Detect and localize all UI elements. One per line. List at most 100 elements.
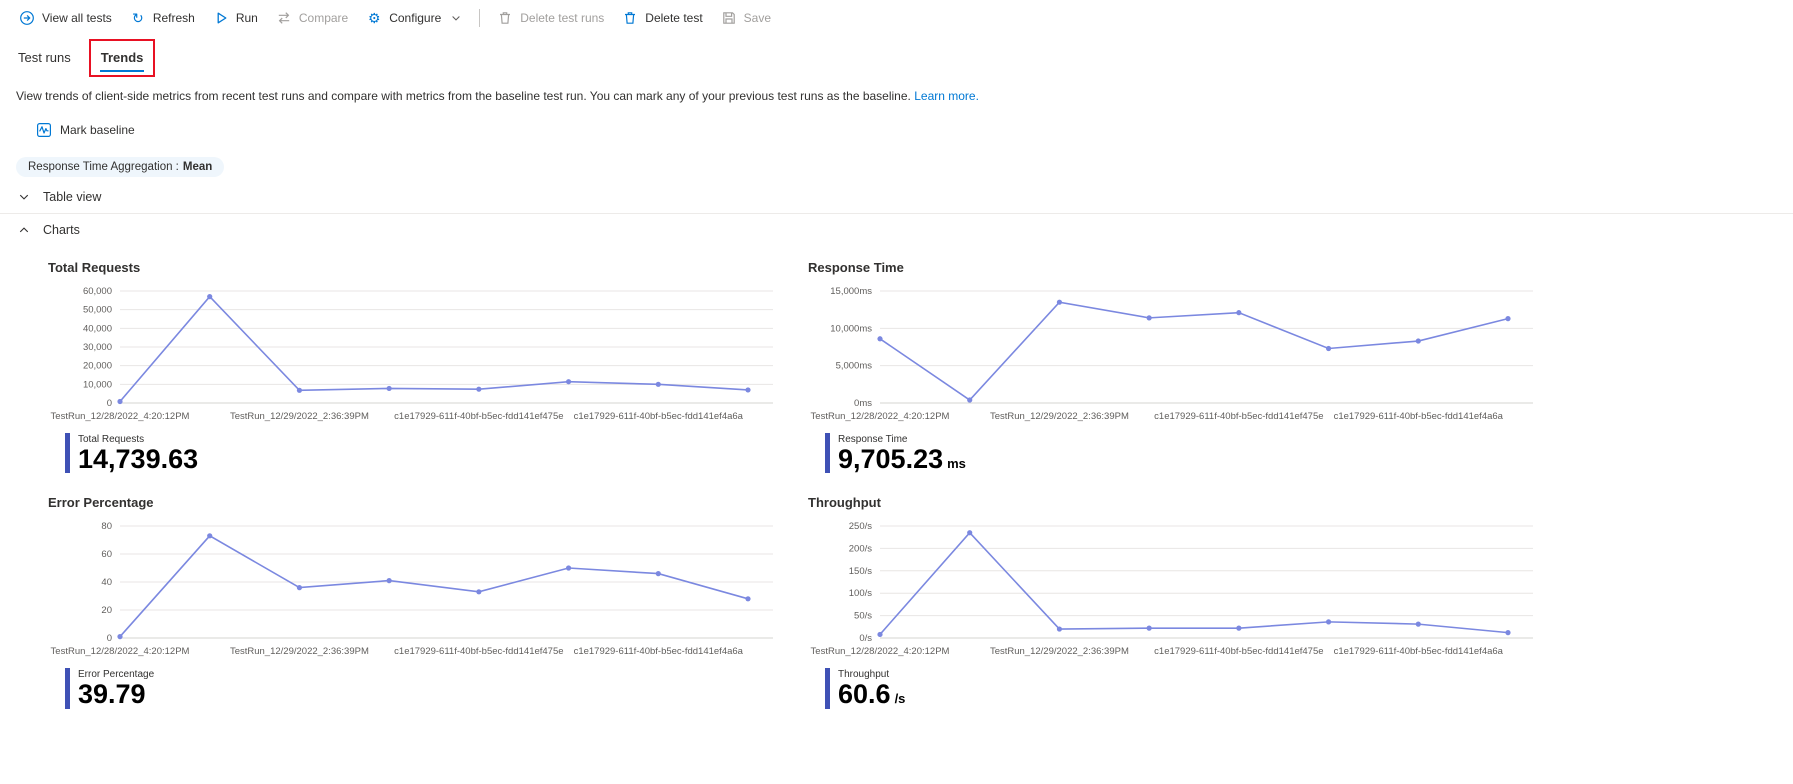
save-button[interactable]: Save	[712, 5, 780, 31]
svg-text:50,000: 50,000	[83, 305, 112, 316]
compare-button[interactable]: Compare	[267, 5, 357, 31]
throughput-stat: Throughput 60.6/s	[825, 668, 1535, 710]
svg-text:0ms: 0ms	[854, 398, 872, 409]
chart-card-total-requests: Total Requests 60,000 50,000 40,000 30,000 2…	[45, 248, 775, 481]
throughput-line-chart: 250/s 200/s 150/s 100/s 50/s 0/s TestRun_12/28…	[811, 521, 1533, 657]
svg-text:TestRun_12/29/2022_2:36:39PM: TestRun_12/29/2022_2:36:39PM	[230, 411, 369, 422]
save-label: Save	[743, 11, 772, 25]
svg-text:60,000: 60,000	[83, 286, 112, 297]
total-requests-stat: Total Requests 14,739.63	[65, 433, 775, 474]
filter-row: Response Time Aggregation : Mean	[0, 143, 1793, 181]
chevron-up-icon	[18, 224, 30, 236]
trends-annotation-box: Trends	[88, 39, 156, 77]
svg-text:c1e17929-611f-40bf-b5ec-fdd141: c1e17929-611f-40bf-b5ec-fdd141ef475e	[1154, 411, 1323, 422]
tab-test-runs[interactable]: Test runs	[18, 50, 71, 65]
chart-title: Error Percentage	[48, 495, 154, 511]
svg-text:TestRun_12/28/2022_4:20:12PM: TestRun_12/28/2022_4:20:12PM	[51, 646, 190, 657]
svg-text:TestRun_12/29/2022_2:36:39PM: TestRun_12/29/2022_2:36:39PM	[230, 646, 369, 657]
stat-value: 39.79	[78, 679, 146, 710]
response-time-stat: Response Time 9,705.23 ms	[825, 433, 1535, 474]
svg-text:5,000ms: 5,000ms	[836, 361, 873, 372]
svg-text:0: 0	[107, 398, 112, 409]
svg-text:15,000ms: 15,000ms	[830, 286, 872, 297]
refresh-button[interactable]: ↻ Refresh	[121, 5, 204, 31]
chip-label: Response Time Aggregation :	[28, 161, 179, 173]
tab-trends[interactable]: Trends	[91, 41, 154, 75]
total-requests-line-chart: 60,000 50,000 40,000 30,000 20,000 10,000 0 Tes…	[51, 286, 773, 422]
svg-text:c1e17929-611f-40bf-b5ec-fdd141: c1e17929-611f-40bf-b5ec-fdd141ef475e	[1154, 646, 1323, 657]
svg-text:TestRun_12/28/2022_4:20:12PM: TestRun_12/28/2022_4:20:12PM	[811, 646, 950, 657]
run-button[interactable]: Run	[204, 5, 267, 31]
svg-text:TestRun_12/28/2022_4:20:12PM: TestRun_12/28/2022_4:20:12PM	[51, 411, 190, 422]
compare-icon	[276, 10, 292, 26]
run-icon	[213, 10, 229, 26]
svg-text:40: 40	[101, 577, 112, 588]
svg-text:30,000: 30,000	[83, 342, 112, 353]
stat-accent-bar	[65, 668, 70, 709]
mark-baseline-label: Mark baseline	[60, 123, 135, 137]
stat-accent-bar	[65, 433, 70, 474]
error-percentage-line-chart: 80 60 40 20 0 TestRun_12/28/2022_4:20:12PM Tes…	[51, 521, 773, 657]
svg-text:10,000ms: 10,000ms	[830, 323, 872, 334]
stat-accent-bar	[825, 668, 830, 709]
description-text: View trends of client-side metrics from …	[16, 89, 911, 103]
delete-test-label: Delete test	[645, 11, 703, 25]
table-view-section-label: Table view	[43, 190, 102, 204]
trends-description: View trends of client-side metrics from …	[0, 77, 1793, 107]
stat-value: 60.6	[838, 679, 891, 710]
svg-text:200/s: 200/s	[849, 544, 872, 555]
trash-icon	[622, 10, 638, 26]
table-view-section-header[interactable]: Table view	[0, 181, 1793, 214]
svg-text:20: 20	[101, 605, 112, 616]
svg-text:c1e17929-611f-40bf-b5ec-fdd141: c1e17929-611f-40bf-b5ec-fdd141ef475e	[394, 646, 563, 657]
stat-unit: ms	[947, 456, 966, 471]
stat-accent-bar	[825, 433, 830, 474]
svg-text:80: 80	[101, 521, 112, 532]
mark-baseline-button[interactable]: Mark baseline	[30, 117, 141, 143]
svg-text:c1e17929-611f-40bf-b5ec-fdd141: c1e17929-611f-40bf-b5ec-fdd141ef4a6a	[1334, 411, 1504, 422]
svg-text:100/s: 100/s	[849, 589, 872, 600]
stat-label: Response Time	[838, 434, 908, 445]
compare-label: Compare	[298, 11, 349, 25]
svg-text:c1e17929-611f-40bf-b5ec-fdd141: c1e17929-611f-40bf-b5ec-fdd141ef4a6a	[574, 646, 744, 657]
pivot-tab-bar: Test runs Trends	[0, 35, 1793, 77]
trash-icon	[497, 10, 513, 26]
learn-more-link[interactable]: Learn more.	[914, 89, 979, 103]
svg-text:0/s: 0/s	[859, 633, 872, 644]
svg-text:250/s: 250/s	[849, 521, 872, 532]
svg-text:c1e17929-611f-40bf-b5ec-fdd141: c1e17929-611f-40bf-b5ec-fdd141ef475e	[394, 411, 563, 422]
error-percentage-stat: Error Percentage 39.79	[65, 668, 775, 710]
stat-unit: /s	[894, 691, 906, 707]
svg-text:10,000: 10,000	[83, 379, 112, 390]
refresh-label: Refresh	[152, 11, 195, 25]
run-label: Run	[235, 11, 258, 25]
stat-value: 14,739.63	[78, 444, 199, 474]
svg-text:TestRun_12/29/2022_2:36:39PM: TestRun_12/29/2022_2:36:39PM	[990, 411, 1129, 422]
charts-section-header[interactable]: Charts	[0, 214, 1793, 246]
delete-test-runs-button[interactable]: Delete test runs	[488, 5, 613, 31]
chart-card-response-time: Response Time 15,000ms 10,000ms 5,000ms 0ms…	[805, 248, 1535, 481]
refresh-icon: ↻	[131, 10, 144, 26]
toolbar-divider	[479, 9, 481, 27]
response-time-aggregation-chip[interactable]: Response Time Aggregation : Mean	[16, 157, 225, 177]
view-all-tests-icon	[19, 10, 35, 26]
svg-text:150/s: 150/s	[849, 566, 872, 577]
charts-grid: Total Requests 60,000 50,000 40,000 30,000 2…	[45, 248, 1793, 717]
svg-text:TestRun_12/29/2022_2:36:39PM: TestRun_12/29/2022_2:36:39PM	[990, 646, 1129, 657]
stat-label: Total Requests	[78, 434, 145, 445]
chart-card-throughput: Throughput 250/s 200/s 150/s 100/s 50/s 0/s Te…	[805, 483, 1535, 716]
configure-label: Configure	[389, 11, 442, 25]
svg-text:c1e17929-611f-40bf-b5ec-fdd141: c1e17929-611f-40bf-b5ec-fdd141ef4a6a	[574, 411, 744, 422]
chevron-down-icon	[18, 191, 30, 203]
svg-text:60: 60	[101, 549, 112, 560]
response-time-line-chart: 15,000ms 10,000ms 5,000ms 0ms TestRun_12/28/…	[811, 286, 1533, 422]
configure-button[interactable]: ⚙ Configure	[357, 5, 471, 31]
view-all-tests-button[interactable]: View all tests	[10, 5, 121, 31]
delete-test-button[interactable]: Delete test	[613, 5, 711, 31]
chart-title: Response Time	[808, 260, 904, 275]
save-icon	[721, 10, 737, 26]
mark-baseline-icon	[36, 122, 52, 138]
chart-card-error-percentage: Error Percentage 80 60 40 20 0 TestRun_12/28/…	[45, 483, 775, 716]
stat-value: 9,705.23	[838, 444, 944, 474]
chart-title: Throughput	[808, 495, 881, 511]
